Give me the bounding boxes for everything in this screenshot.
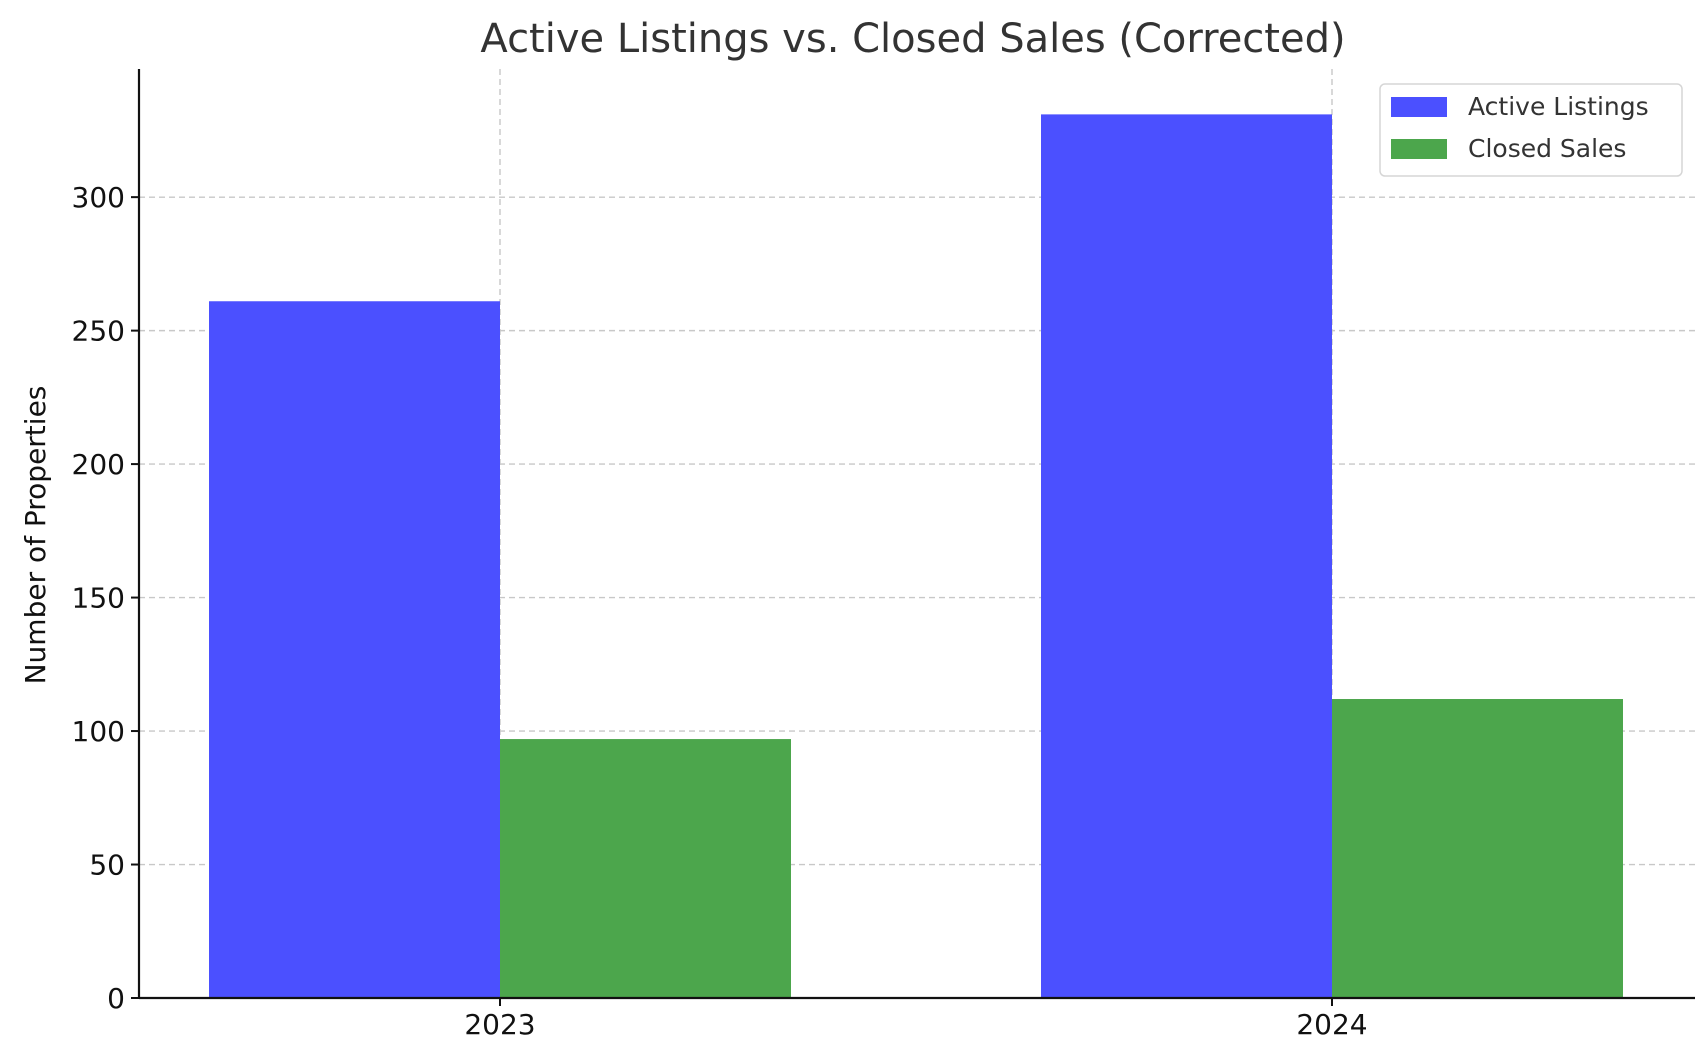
legend-label: Active Listings: [1468, 92, 1649, 121]
y-tick-label: 100: [72, 715, 125, 748]
bar-closed-sales-2024: [1332, 699, 1623, 998]
x-tick-label: 2023: [464, 1008, 535, 1041]
bar-active-listings-2024: [1041, 114, 1332, 998]
y-tick-label: 250: [72, 315, 125, 348]
bars: [209, 114, 1623, 998]
y-tick-label: 50: [89, 849, 125, 882]
legend-swatch: [1391, 139, 1447, 159]
legend: Active Listings Closed Sales: [1379, 83, 1683, 177]
legend-frame: [1379, 83, 1683, 177]
x-axis-ticks: 2023 2024: [464, 998, 1368, 1041]
legend-swatch: [1391, 97, 1447, 117]
y-tick-label: 300: [72, 181, 125, 214]
y-tick-label: 150: [72, 582, 125, 615]
bar-closed-sales-2023: [500, 739, 791, 998]
bar-active-listings-2023: [209, 301, 500, 998]
y-axis-label: Number of Properties: [19, 386, 52, 685]
y-axis-ticks: 0 50 100 150 200 250 300: [72, 181, 139, 1015]
chart-title: Active Listings vs. Closed Sales (Correc…: [480, 16, 1345, 62]
y-tick-label: 0: [107, 982, 125, 1015]
x-tick-label: 2024: [1296, 1008, 1367, 1041]
legend-label: Closed Sales: [1468, 134, 1626, 163]
y-tick-label: 200: [72, 448, 125, 481]
